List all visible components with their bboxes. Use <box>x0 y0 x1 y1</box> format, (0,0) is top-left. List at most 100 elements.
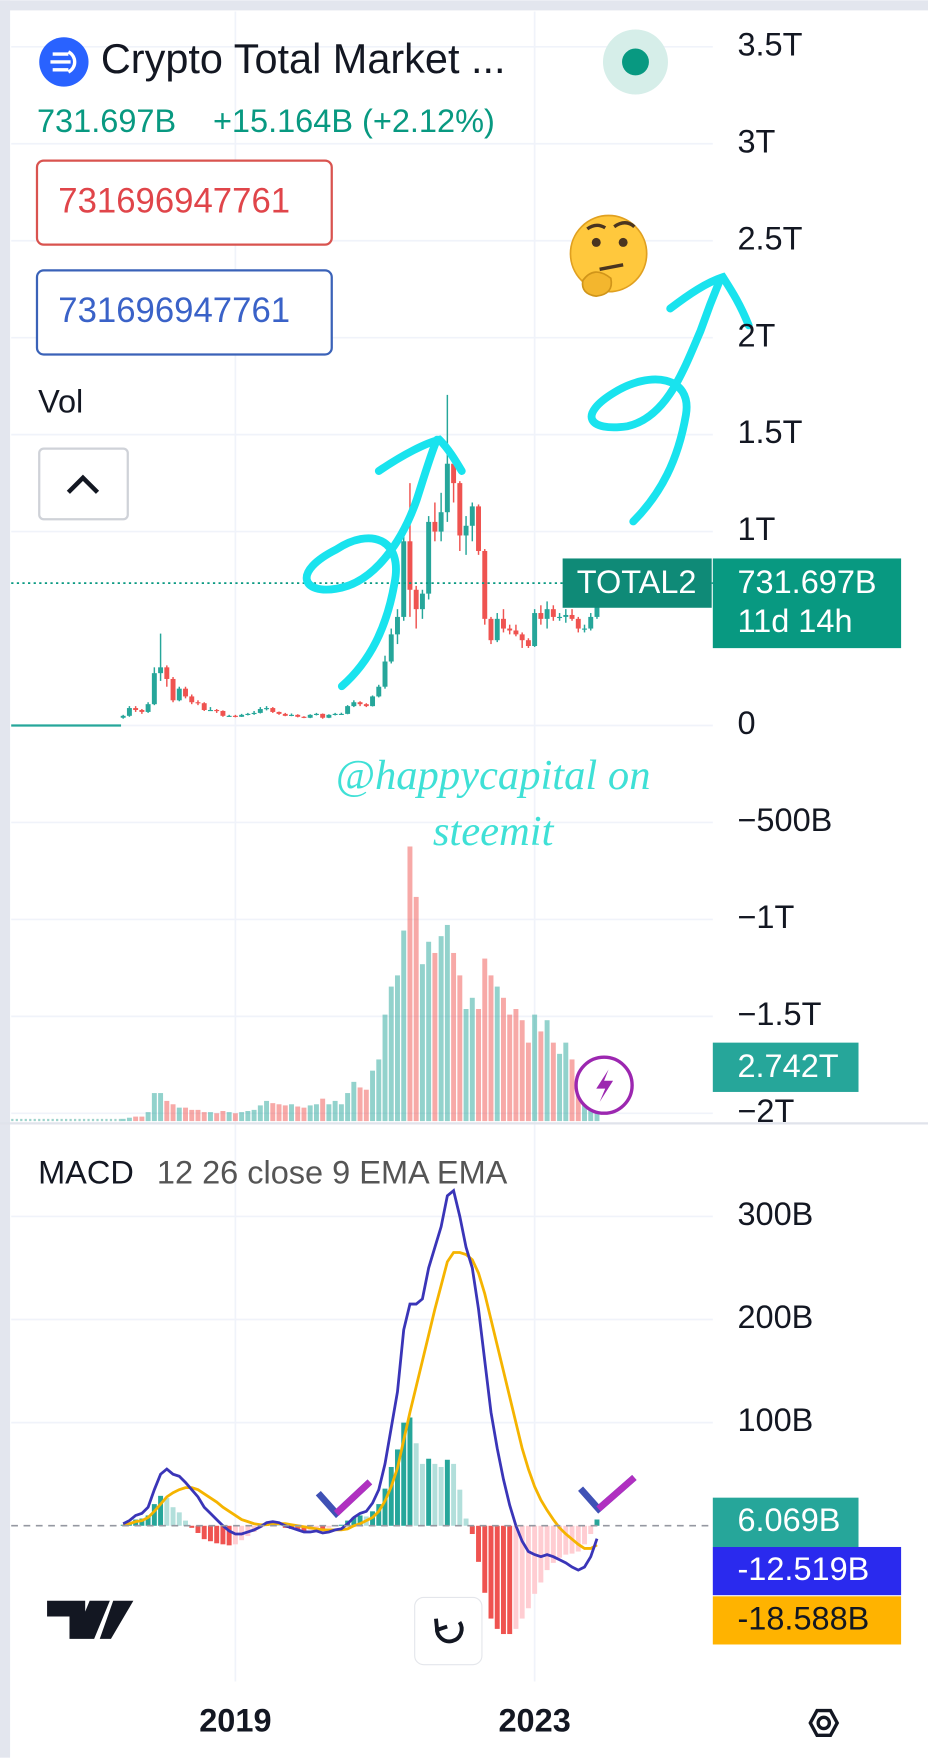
candle-body <box>239 714 245 717</box>
histogram-bar <box>594 1519 600 1526</box>
volume-bar <box>276 1104 282 1122</box>
volume-bar <box>363 1089 369 1122</box>
histogram-bar <box>201 1525 207 1540</box>
candle-body <box>139 709 145 712</box>
histogram-bar <box>513 1525 519 1629</box>
candle-body <box>525 640 531 647</box>
histogram-bar <box>532 1525 538 1594</box>
histogram-bar <box>382 1488 388 1526</box>
volume-bar <box>139 1116 145 1122</box>
volume-bar <box>594 1109 600 1122</box>
volume-bar <box>176 1107 182 1122</box>
annotation-scribble <box>302 435 466 691</box>
volume-bar <box>544 1020 550 1122</box>
volume-bar <box>264 1100 270 1122</box>
candle-body <box>151 673 157 705</box>
candle-body <box>532 613 538 647</box>
volume-bar <box>164 1100 170 1122</box>
candle-body <box>538 613 544 619</box>
candle-body <box>544 609 550 619</box>
candle-body <box>126 708 132 716</box>
symbol-tag <box>562 558 712 608</box>
sell-button[interactable] <box>35 159 333 246</box>
settings-icon <box>816 1715 832 1731</box>
candle-body <box>351 702 357 707</box>
candle-body <box>189 696 195 703</box>
reset-button[interactable] <box>414 1596 483 1666</box>
volume-bar <box>513 1009 519 1122</box>
buy-button[interactable] <box>35 269 333 356</box>
histogram-bar <box>463 1518 469 1526</box>
histogram-bar <box>158 1495 164 1526</box>
candle-body <box>432 521 438 532</box>
histogram-bar <box>183 1520 188 1526</box>
histogram-bar <box>226 1525 232 1546</box>
histogram-bar <box>563 1525 569 1555</box>
volume-bar <box>214 1113 220 1122</box>
volume-bar <box>133 1116 139 1122</box>
volume-bar <box>307 1105 313 1122</box>
signal-tag <box>712 1596 902 1645</box>
macd-tag-text: -12.519B <box>737 1551 869 1587</box>
y-tick-label: 2.5T <box>737 220 802 256</box>
candle-body <box>158 667 164 674</box>
y-tick-label: −2T <box>737 1093 794 1129</box>
candle-body <box>282 713 288 716</box>
y-tick-label: 0 <box>737 705 755 741</box>
candle-body <box>332 713 338 715</box>
candle-body <box>257 709 263 713</box>
histogram-bar <box>525 1525 531 1609</box>
volume-bar <box>500 997 506 1122</box>
brand-logo <box>47 1600 134 1639</box>
candle-body <box>513 630 519 635</box>
candle-body <box>313 713 319 715</box>
y-tick-label: −1T <box>737 899 794 935</box>
volume-bar <box>463 1009 469 1122</box>
candle-body <box>164 667 170 679</box>
histogram-bar <box>507 1525 513 1635</box>
y-tick-label: 200B <box>737 1299 813 1335</box>
candle-body <box>451 463 457 484</box>
histogram-bar <box>376 1504 382 1526</box>
watermark: @happycapital on <box>336 752 651 799</box>
histogram-bar <box>457 1489 463 1526</box>
candle-body <box>357 702 363 705</box>
histogram-bar <box>476 1525 481 1562</box>
volume-bar <box>226 1112 232 1122</box>
volume-bar <box>295 1106 301 1122</box>
alert-icon <box>596 1069 614 1103</box>
candle-body <box>444 463 450 513</box>
volume-bar <box>538 1031 544 1122</box>
settings-button[interactable] <box>808 1708 840 1737</box>
histogram-bar <box>451 1463 457 1526</box>
volume-bar <box>126 1117 132 1122</box>
frame-top <box>0 0 928 11</box>
histogram-tag <box>712 1497 859 1547</box>
volume-bar <box>469 997 475 1122</box>
volume-bar <box>313 1104 319 1122</box>
candle-body <box>176 688 182 701</box>
volume-bar <box>532 1014 538 1122</box>
candle-body <box>438 512 444 532</box>
reset-icon <box>435 1620 464 1644</box>
histogram-bar <box>276 1524 282 1526</box>
volume-bar <box>232 1113 238 1122</box>
volume-bar <box>563 1042 569 1122</box>
collapse-button[interactable] <box>38 447 129 521</box>
candle-body <box>307 714 313 718</box>
volume-bar <box>245 1111 251 1122</box>
volume-tag-text: 2.742T <box>737 1048 838 1084</box>
histogram-bar <box>482 1525 488 1593</box>
candle-body <box>407 541 413 590</box>
grid <box>11 11 713 1682</box>
volume-bar <box>270 1103 276 1122</box>
volume-bar <box>519 1020 525 1122</box>
volume-bar <box>201 1112 207 1122</box>
histogram-bar <box>151 1504 157 1526</box>
y-tick-label: 3.5T <box>737 26 802 62</box>
y-tick-label: 2T <box>737 317 775 353</box>
volume-bar <box>338 1104 344 1122</box>
histogram-bar <box>550 1525 556 1563</box>
volume-bar <box>332 1100 338 1122</box>
